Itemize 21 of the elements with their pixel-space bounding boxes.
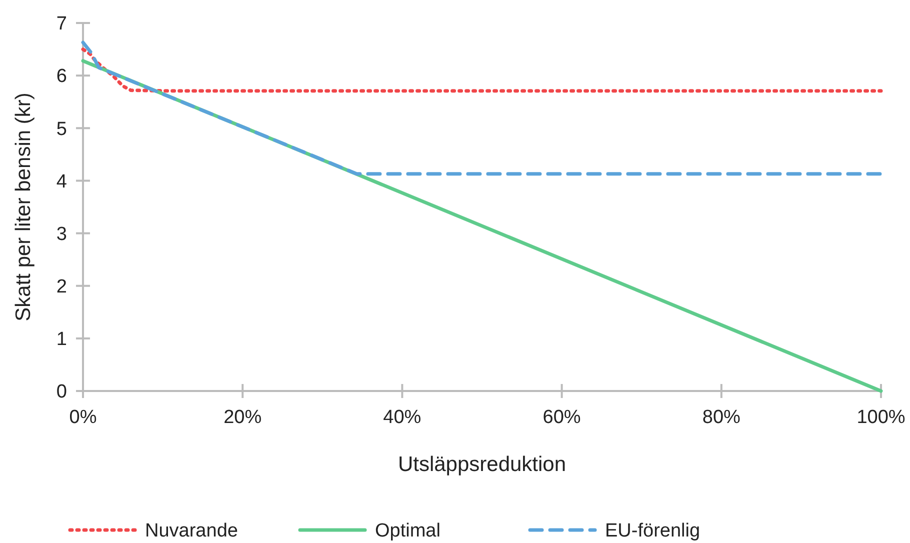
x-tick-label: 20% xyxy=(224,407,262,428)
y-tick-label: 5 xyxy=(56,118,67,140)
y-tick-label: 4 xyxy=(56,171,68,192)
y-tick-label: 1 xyxy=(56,329,67,350)
line-series xyxy=(81,48,883,93)
line-series xyxy=(81,40,883,176)
legend-label: Nuvarande xyxy=(145,520,238,542)
x-tick-label: 80% xyxy=(702,407,741,428)
y-tick-label: 7 xyxy=(56,14,67,35)
x-tick-label: 60% xyxy=(542,407,581,428)
y-tick-label: 3 xyxy=(56,224,67,245)
x-tick-label: 0% xyxy=(69,407,97,428)
x-tick-label: 40% xyxy=(383,407,422,428)
y-axis-title: Skatt per liter bensin (kr) xyxy=(12,92,35,322)
legend-label: EU-förenlig xyxy=(605,520,700,542)
legend-label: Optimal xyxy=(375,520,440,542)
y-tick-label: 6 xyxy=(56,66,67,88)
y-tick-label: 0 xyxy=(56,382,67,403)
y-tick-label: 2 xyxy=(56,276,67,298)
x-axis-title: Utsläppsreduktion xyxy=(398,453,566,476)
x-tick-label: 100% xyxy=(856,407,906,428)
